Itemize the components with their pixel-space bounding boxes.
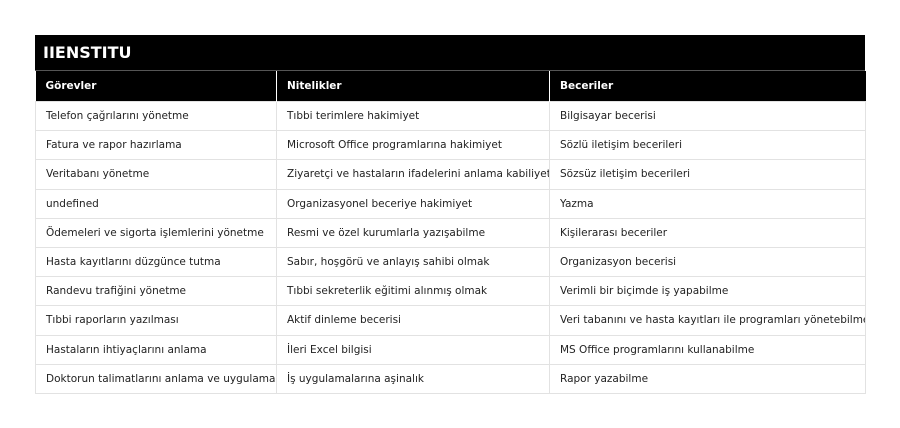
table-cell: Aktif dinleme becerisi — [276, 305, 550, 336]
table-cell: Resmi ve özel kurumlarla yazışabilme — [276, 217, 550, 248]
table-cell: Kişilerarası beceriler — [549, 217, 866, 248]
table-row: Veritabanı yönetme Ziyaretçi ve hastaları… — [35, 159, 866, 190]
table-row: Hasta kayıtlarını düzgünce tutma Sabır, h… — [35, 246, 866, 278]
table-cell: İleri Excel bilgisi — [276, 334, 550, 365]
table-cell: İş uygulamalarına aşinalık — [276, 363, 550, 394]
table-cell: Veritabanı yönetme — [35, 159, 277, 190]
table-cell: Bilgisayar becerisi — [549, 100, 866, 132]
column-header: Beceriler — [549, 71, 866, 102]
column-header: Nitelikler — [276, 71, 550, 102]
table-cell: Doktorun talimatlarını anlama ve uygulam… — [35, 363, 277, 394]
table-cell: Organizasyon becerisi — [549, 246, 866, 278]
table-cell: Tıbbi raporların yazılması — [35, 305, 277, 336]
table-row: Telefon çağrılarını yönetme Tıbbi terimle… — [35, 100, 866, 132]
table-cell: Yazma — [549, 188, 866, 219]
table-cell: Organizasyonel beceriye hakimiyet — [276, 188, 550, 219]
table-row: Doktorun talimatlarını anlama ve uygulam… — [35, 363, 866, 394]
table: Görevler Nitelikler Beceriler Telefon çağr… — [35, 71, 866, 394]
column-header: Görevler — [35, 71, 277, 102]
table-body: Telefon çağrılarını yönetme Tıbbi terimle… — [35, 100, 866, 394]
table-card: IIENSTITU Görevler Nitelikler Beceriler Te… — [35, 35, 866, 394]
table-cell: Rapor yazabilme — [549, 363, 866, 394]
table-cell: Randevu trafiğini yönetme — [35, 276, 277, 307]
title-bar: IIENSTITU — [35, 35, 865, 71]
table-cell: Telefon çağrılarını yönetme — [35, 100, 277, 132]
table-cell: Microsoft Office programlarına hakimiyet — [276, 130, 550, 161]
table-cell: Veri tabanını ve hasta kayıtları ile pro… — [549, 305, 866, 336]
table-cell: Sabır, hoşgörü ve anlayış sahibi olmak — [276, 246, 550, 278]
header-row: Görevler Nitelikler Beceriler — [35, 71, 866, 102]
table-cell: Tıbbi terimlere hakimiyet — [276, 100, 550, 132]
table-cell: Tıbbi sekreterlik eğitimi alınmış olmak — [276, 276, 550, 307]
table-row: Hastaların ihtiyaçlarını anlama İleri Exc… — [35, 334, 866, 365]
table-cell: Sözlü iletişim becerileri — [549, 130, 866, 161]
table-row: Tıbbi raporların yazılması Aktif dinleme … — [35, 305, 866, 336]
table-cell: Ziyaretçi ve hastaların ifadelerini anla… — [276, 159, 550, 190]
table-cell: Fatura ve rapor hazırlama — [35, 130, 277, 161]
table-cell: Sözsüz iletişim becerileri — [549, 159, 866, 190]
table-cell: Ödemeleri ve sigorta işlemlerini yönetme — [35, 217, 277, 248]
table-cell: Verimli bir biçimde iş yapabilme — [549, 276, 866, 307]
table-row: Fatura ve rapor hazırlama Microsoft Offic… — [35, 130, 866, 161]
table-row: undefined Organizasyonel beceriye hakimiy… — [35, 188, 866, 219]
table-row: Randevu trafiğini yönetme Tıbbi sekreterl… — [35, 276, 866, 307]
table-cell: Hasta kayıtlarını düzgünce tutma — [35, 246, 277, 278]
table-row: Ödemeleri ve sigorta işlemlerini yönetme… — [35, 217, 866, 248]
table-cell: Hastaların ihtiyaçlarını anlama — [35, 334, 277, 365]
table-cell: undefined — [35, 188, 277, 219]
table-cell: MS Office programlarını kullanabilme — [549, 334, 866, 365]
